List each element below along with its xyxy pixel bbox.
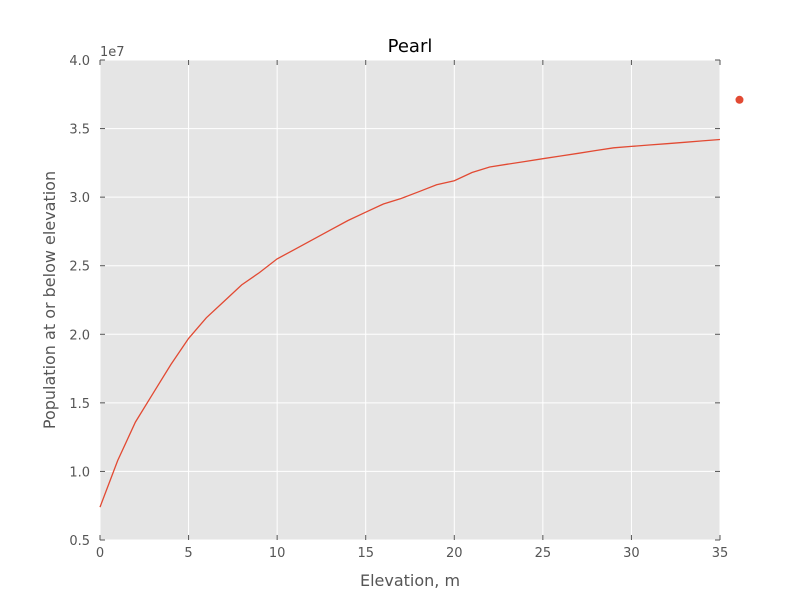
x-tick-label: 20 bbox=[446, 546, 463, 561]
plot-area bbox=[100, 60, 720, 540]
x-tick-label: 0 bbox=[96, 546, 104, 561]
series-layer bbox=[99, 138, 721, 508]
y-tick-label: 4.0 bbox=[69, 54, 90, 69]
y-tick-label: 0.5 bbox=[69, 534, 90, 549]
series-line bbox=[99, 138, 721, 508]
y-tick-label: 2.0 bbox=[69, 328, 90, 343]
outlier-point bbox=[735, 95, 744, 104]
x-tick-label: 10 bbox=[269, 546, 286, 561]
y-tick-label: 3.0 bbox=[69, 191, 90, 206]
y-offset-label: 1e7 bbox=[100, 45, 125, 60]
x-tick-label: 35 bbox=[712, 546, 729, 561]
x-tick-label: 15 bbox=[357, 546, 374, 561]
y-tick-label: 1.5 bbox=[69, 397, 90, 412]
y-tick-label: 3.5 bbox=[69, 123, 90, 138]
axis-ticks: 0 5 10 15 20 25 30 35 0.5 1.0 1.5 2.0 2.5 3.0 3.5 4.0 bbox=[69, 54, 728, 561]
y-tick-label: 1.0 bbox=[69, 465, 90, 480]
y-tick-label: 2.5 bbox=[69, 260, 90, 275]
x-tick-label: 30 bbox=[623, 546, 640, 561]
x-tick-label: 25 bbox=[535, 546, 552, 561]
x-tick-label: 5 bbox=[184, 546, 192, 561]
y-axis-label: Population at or below elevation bbox=[40, 171, 59, 429]
x-axis-label: Elevation, m bbox=[360, 571, 460, 590]
chart-title: Pearl bbox=[388, 36, 433, 57]
